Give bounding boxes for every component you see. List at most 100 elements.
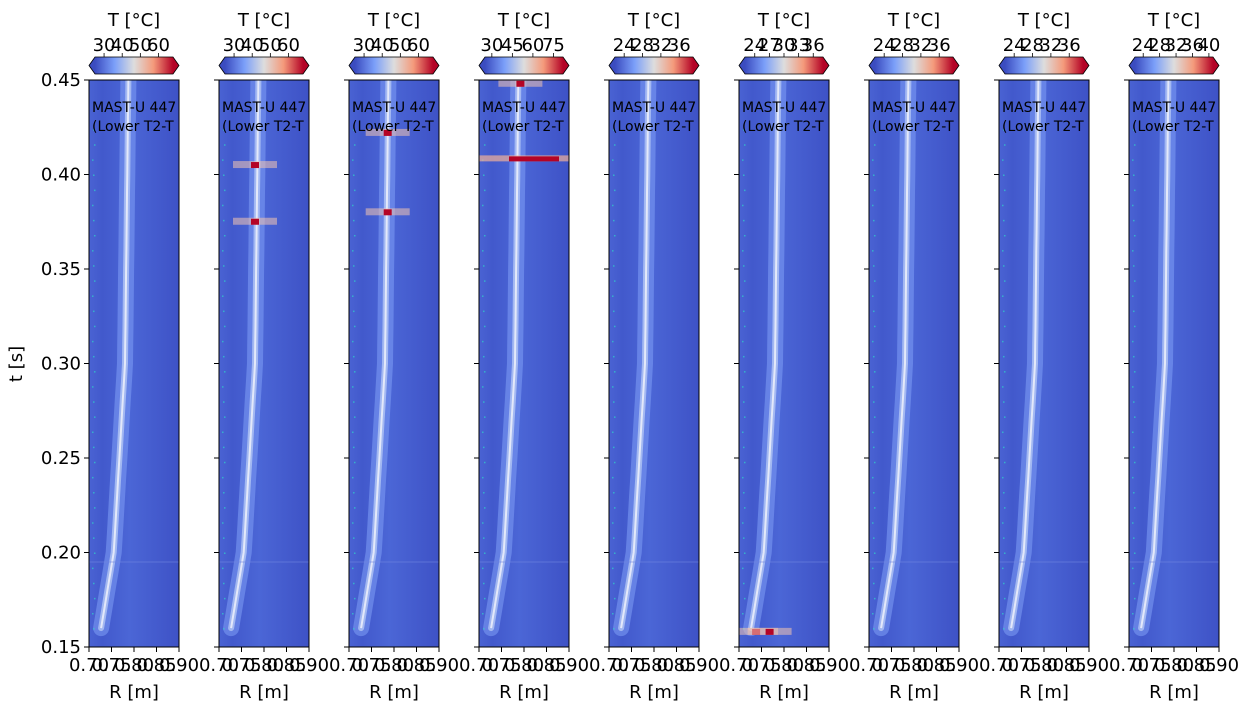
data-speckle xyxy=(613,628,615,630)
colorbar-tick-label: 27 xyxy=(758,35,781,56)
data-speckle xyxy=(742,476,744,479)
data-speckle xyxy=(742,250,744,252)
data-speckle xyxy=(743,582,745,585)
data-speckle xyxy=(483,446,485,449)
data-speckle xyxy=(224,144,226,146)
heatmap-image: MAST-U 447 (Lower T2-T xyxy=(609,80,699,647)
colorbar-extend-high xyxy=(563,57,569,74)
data-speckle xyxy=(353,492,355,494)
data-speckle xyxy=(1134,280,1136,282)
data-speckle xyxy=(1002,340,1004,343)
data-speckle xyxy=(743,401,745,403)
colorbar-frame xyxy=(88,56,180,75)
data-speckle xyxy=(223,129,225,131)
colorbar-tick-label: 36 xyxy=(1058,35,1081,56)
data-speckle xyxy=(743,537,745,539)
data-speckle xyxy=(1132,431,1134,434)
data-speckle xyxy=(1133,401,1135,403)
data-speckle xyxy=(872,612,874,615)
x-tick-label: 0.85 xyxy=(656,655,696,676)
data-speckle xyxy=(1132,159,1134,161)
data-speckle xyxy=(482,476,484,479)
colorbar-tick-label: 60 xyxy=(521,35,544,56)
data-speckle xyxy=(743,265,745,267)
y-tick-label: 0.25 xyxy=(41,448,81,469)
data-speckle xyxy=(874,234,876,237)
data-speckle xyxy=(614,461,616,464)
data-speckle xyxy=(223,446,225,449)
colorbar-tick-label: 30 xyxy=(773,35,796,56)
data-speckle xyxy=(742,612,744,615)
y-tick-label: 0.45 xyxy=(41,70,81,91)
data-speckle xyxy=(224,597,226,600)
data-speckle xyxy=(483,537,485,539)
data-speckle xyxy=(874,144,876,146)
data-speckle xyxy=(223,492,225,494)
colorbar-tick-label: 36 xyxy=(668,35,691,56)
colorbar-tick-label: 24 xyxy=(743,35,766,56)
data-speckle xyxy=(613,582,615,585)
panel-annotation: (Lower T2-T xyxy=(352,119,434,135)
colorbar-label: T [°C] xyxy=(627,10,680,31)
data-speckle xyxy=(222,431,224,434)
panel-annotation: (Lower T2-T xyxy=(222,119,304,135)
panel-annotation: (Lower T2-T xyxy=(1132,119,1214,135)
x-tick-label: 0.85 xyxy=(396,655,436,676)
data-speckle xyxy=(1134,371,1136,373)
data-speckle xyxy=(872,431,874,434)
colorbar-frame xyxy=(608,56,700,75)
data-speckle xyxy=(354,552,356,554)
data-speckle xyxy=(222,567,224,570)
data-speckle xyxy=(93,265,95,267)
data-speckle xyxy=(354,234,356,237)
colorbar-tick-label: 32 xyxy=(649,35,672,56)
x-axis-title: R [m] xyxy=(239,682,289,703)
x-tick-label: 0.80 xyxy=(1024,655,1064,676)
data-speckle xyxy=(484,416,486,418)
colorbar-extend-low xyxy=(219,57,225,74)
data-speckle xyxy=(612,250,614,252)
data-speckle xyxy=(614,416,616,418)
data-speckle xyxy=(352,340,354,343)
data-speckle xyxy=(92,522,94,524)
x-tick-label: 0.80 xyxy=(634,655,674,676)
x-tick-label: 0.90 xyxy=(1069,655,1109,676)
colorbar-gradient xyxy=(875,57,953,74)
data-speckle xyxy=(93,492,95,494)
data-speckle xyxy=(92,250,94,252)
panel-annotation: MAST-U 447 xyxy=(352,100,436,116)
panel-annotation: MAST-U 447 xyxy=(612,100,696,116)
data-speckle xyxy=(873,401,875,403)
colorbar-tick-label: 60 xyxy=(407,35,430,56)
data-speckle xyxy=(1132,522,1134,524)
colorbar-extend-high xyxy=(953,57,959,74)
heatmap-image: MAST-U 447 (Lower T2-T xyxy=(869,80,959,647)
data-speckle xyxy=(482,431,484,434)
data-speckle xyxy=(223,582,225,585)
strike-core xyxy=(360,80,390,629)
data-speckle xyxy=(94,597,96,600)
data-speckle xyxy=(1003,129,1005,131)
x-tick-label: 0.80 xyxy=(1154,655,1194,676)
data-speckle xyxy=(613,537,615,539)
data-speckle xyxy=(1003,174,1005,176)
data-speckle xyxy=(1134,234,1136,237)
x-tick-label: 0.85 xyxy=(1176,655,1216,676)
data-speckle xyxy=(224,189,226,192)
colorbar-tick-label: 36 xyxy=(928,35,951,56)
data-speckle xyxy=(93,219,95,222)
data-speckle xyxy=(612,612,614,615)
data-speckle xyxy=(1004,371,1006,373)
panel-annotation: MAST-U 447 xyxy=(742,100,826,116)
data-speckle xyxy=(93,355,95,358)
data-speckle xyxy=(352,295,354,297)
strike-core xyxy=(1010,80,1040,629)
data-speckle xyxy=(224,325,226,328)
data-speckle xyxy=(744,371,746,373)
data-speckle xyxy=(1133,628,1135,630)
y-tick-label: 0.20 xyxy=(41,543,81,564)
hotspot xyxy=(509,156,559,162)
data-speckle xyxy=(613,219,615,222)
